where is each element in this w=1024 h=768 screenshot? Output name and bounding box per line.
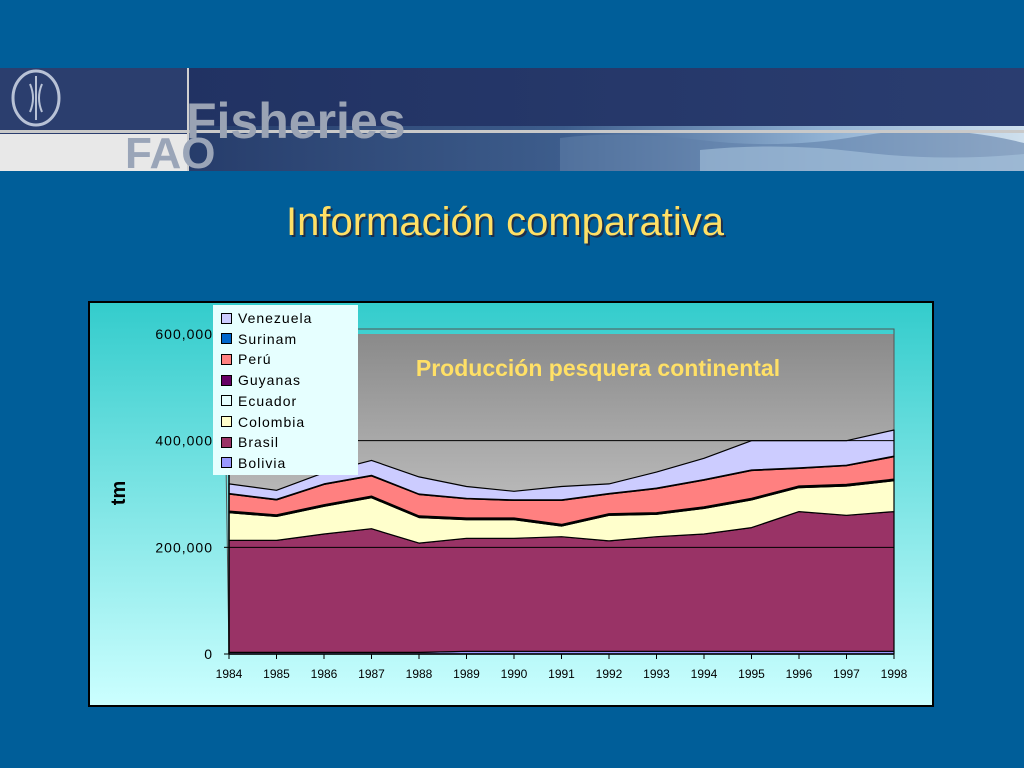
legend-item-surinam: Surinam xyxy=(221,329,297,349)
legend-label: Colombia xyxy=(238,413,306,430)
legend-swatch xyxy=(221,374,232,386)
legend-swatch xyxy=(221,416,232,427)
legend-swatch xyxy=(221,436,232,448)
legend-label: Brasil xyxy=(238,434,280,451)
legend-item-venezuela: Venezuela xyxy=(221,308,312,328)
chart-panel: 0 200,000 400,000 600,000 1984 1985 1986 1987 1… xyxy=(88,301,934,707)
legend-label: Bolivia xyxy=(238,454,287,471)
legend-swatch xyxy=(221,353,232,365)
legend-item-ecuador: Ecuador xyxy=(221,391,297,411)
legend-swatch xyxy=(221,457,232,469)
x-tick-label: 1987 xyxy=(358,667,385,681)
legend-swatch xyxy=(221,395,232,407)
x-tick-label: 1990 xyxy=(501,667,528,681)
legend-swatch xyxy=(221,333,232,345)
legend-item-guyanas: Guyanas xyxy=(221,370,301,390)
x-tick-label: 1993 xyxy=(643,667,670,681)
x-tick-label: 1996 xyxy=(786,667,813,681)
legend-item-bolivia: Bolivia xyxy=(221,453,286,473)
fao-logo-icon xyxy=(11,69,61,127)
x-tick-label: 1995 xyxy=(738,667,765,681)
y-tick-label: 600,000 xyxy=(155,326,213,342)
y-tick-label: 200,000 xyxy=(155,539,213,555)
legend-label: Perú xyxy=(238,351,272,368)
legend-item-peru: Perú xyxy=(221,349,272,369)
banner-fisheries-text: Fisheries xyxy=(186,93,406,149)
legend-item-colombia: Colombia xyxy=(221,412,305,432)
legend-swatch xyxy=(221,312,232,324)
slide-title: Información comparativa xyxy=(286,200,724,244)
x-tick-label: 1984 xyxy=(216,667,243,681)
area-series-venezuela xyxy=(228,429,895,501)
x-tick-label: 1991 xyxy=(548,667,575,681)
y-tick-label: 400,000 xyxy=(155,433,213,449)
fao-logo-text: FAO xyxy=(125,129,215,171)
legend-label: Venezuela xyxy=(238,310,313,326)
x-tick-label: 1988 xyxy=(406,667,433,681)
x-tick-label: 1989 xyxy=(453,667,480,681)
fao-fisheries-banner: FAO Fisheries xyxy=(0,68,1024,171)
legend-label: Guyanas xyxy=(238,372,302,389)
y-tick-label: 0 xyxy=(204,646,213,662)
legend-label: Surinam xyxy=(238,330,298,347)
legend-item-brasil: Brasil xyxy=(221,432,279,452)
x-tick-label: 1998 xyxy=(881,667,908,681)
x-tick-label: 1985 xyxy=(263,667,290,681)
legend-label: Ecuador xyxy=(238,392,298,409)
chart-legend: Venezuela Surinam Perú Guyanas Ecuador Colomb… xyxy=(213,305,358,475)
x-tick-label: 1986 xyxy=(311,667,338,681)
x-tick-label: 1992 xyxy=(596,667,623,681)
x-tick-label: 1997 xyxy=(833,667,860,681)
chart-title: Producción pesquera continental xyxy=(416,355,780,381)
y-axis-label: tm xyxy=(108,481,130,505)
x-tick-label: 1994 xyxy=(691,667,718,681)
